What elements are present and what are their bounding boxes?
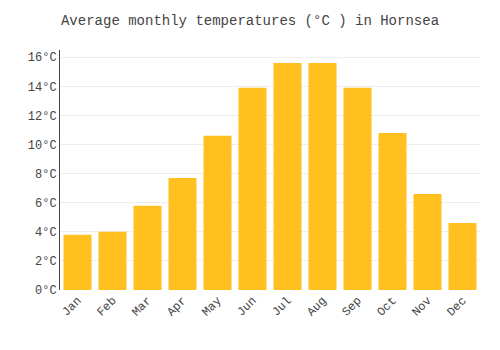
svg-text:0°C: 0°C (35, 284, 57, 298)
svg-text:8°C: 8°C (35, 168, 57, 182)
svg-text:Mar: Mar (129, 294, 154, 319)
svg-text:6°C: 6°C (35, 197, 57, 211)
svg-text:10°C: 10°C (28, 139, 57, 153)
svg-text:Oct: Oct (374, 294, 399, 319)
svg-text:14°C: 14°C (28, 81, 57, 95)
svg-text:Jun: Jun (234, 294, 259, 319)
svg-text:16°C: 16°C (28, 51, 57, 65)
svg-text:Average monthly temperatures (: Average monthly temperatures (°C ) in Ho… (61, 13, 439, 29)
svg-text:Feb: Feb (94, 294, 119, 319)
svg-text:Apr: Apr (164, 294, 189, 319)
svg-text:Sep: Sep (339, 294, 364, 319)
svg-text:2°C: 2°C (35, 255, 57, 269)
svg-text:12°C: 12°C (28, 110, 57, 124)
svg-text:Nov: Nov (409, 294, 434, 319)
svg-text:4°C: 4°C (35, 226, 57, 240)
svg-text:Jul: Jul (269, 294, 294, 319)
svg-text:Aug: Aug (304, 294, 329, 319)
svg-text:Dec: Dec (444, 294, 469, 319)
svg-text:Jan: Jan (59, 294, 84, 319)
svg-text:May: May (199, 294, 224, 319)
